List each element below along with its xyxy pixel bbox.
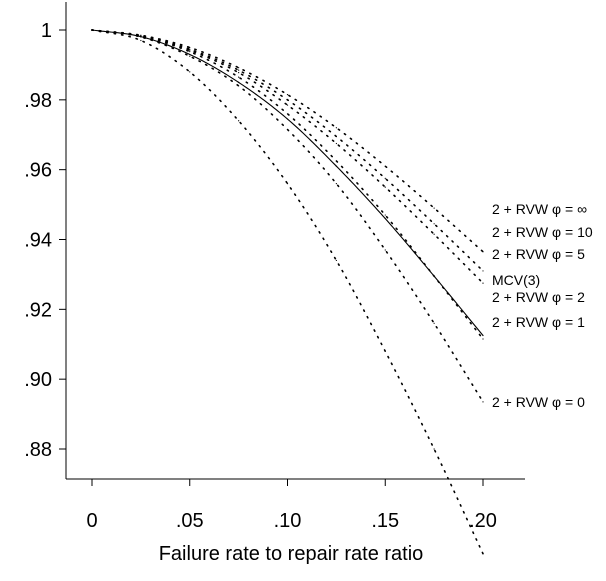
- x-ticks: 0 .05 .10 .15 .20: [86, 479, 497, 532]
- data-point-rvw-phi-1: [140, 36, 142, 38]
- data-point-rvw-phi-5: [335, 142, 337, 145]
- x-tick-label: .15: [371, 510, 399, 532]
- series-label-mcv3: MCV(3): [492, 272, 540, 288]
- series-label-rvw-phi-inf: 2 + RVW φ = ∞: [492, 201, 587, 217]
- data-point-rvw-phi-5: [238, 71, 240, 74]
- data-point-rvw-phi-1: [433, 322, 435, 324]
- data-point-rvw-phi-inf: [384, 165, 386, 167]
- data-point-rvw-phi-5: [384, 186, 386, 188]
- data-point-rvw-phi-1: [286, 128, 289, 131]
- series-line-rvw-phi-inf: [91, 29, 484, 253]
- data-point-rvw-phi-5: [189, 49, 191, 51]
- y-tick-label: .92: [24, 299, 52, 321]
- x-tick-label: .05: [176, 510, 204, 532]
- data-point-rvw-phi-1: [482, 401, 484, 403]
- data-point-rvw-phi-1: [189, 55, 191, 57]
- data-point-rvw-phi-0: [140, 39, 142, 42]
- series-labels: 2 + RVW φ = ∞ 2 + RVW φ = 10 2 + RVW φ = 5…: [492, 201, 593, 410]
- data-point-rvw-phi-0: [433, 448, 435, 450]
- data-point-rvw-phi-0: [91, 29, 93, 31]
- series-line-rvw-phi-1: [91, 29, 484, 403]
- x-tick-label: 0: [86, 510, 97, 532]
- series-label-rvw-phi-1: 2 + RVW φ = 1: [492, 314, 585, 330]
- y-tick-label: .94: [24, 230, 52, 252]
- axes: [65, 2, 525, 480]
- data-point-rvw-phi-0: [238, 120, 240, 122]
- data-point-rvw-phi-inf: [335, 127, 337, 129]
- series-line-rvw-phi-10: [91, 29, 484, 272]
- data-point-rvw-phi-inf: [286, 93, 289, 96]
- data-point-rvw-phi-0: [286, 183, 289, 185]
- data-point-rvw-phi-1: [384, 249, 386, 251]
- data-point-rvw-phi-10: [335, 135, 337, 138]
- data-point-rvw-phi-2: [384, 214, 386, 216]
- data-point-rvw-phi-10: [286, 99, 289, 101]
- data-point-rvw-phi-10: [384, 177, 386, 179]
- data-point-rvw-phi-0: [384, 350, 386, 352]
- x-tick-label: .10: [274, 510, 302, 532]
- data-point-rvw-phi-10: [433, 223, 435, 225]
- data-point-rvw-phi-10: [238, 69, 240, 71]
- data-point-rvw-phi-1: [335, 183, 337, 185]
- data-point-rvw-phi-2: [433, 275, 435, 277]
- x-tick-label: .20: [469, 510, 497, 532]
- data-point-mcv3: [189, 53, 191, 56]
- data-point-rvw-phi-0: [482, 553, 484, 555]
- data-point-rvw-phi-2: [335, 160, 337, 162]
- series-label-rvw-phi-0: 2 + RVW φ = 0: [492, 394, 585, 410]
- data-point-mcv3: [384, 217, 386, 220]
- data-point-rvw-phi-2: [482, 338, 484, 340]
- y-tick-label: .96: [24, 160, 52, 182]
- data-point-rvw-phi-inf: [238, 67, 240, 69]
- y-ticks: 1 .98 .96 .94 .92 .90 .88: [24, 20, 66, 461]
- data-point-mcv3: [238, 81, 240, 83]
- data-point-rvw-phi-inf: [189, 46, 191, 49]
- series-line-rvw-phi-0: [91, 29, 484, 555]
- series-label-rvw-phi-2: 2 + RVW φ = 2: [492, 289, 585, 305]
- x-axis-title: Failure rate to repair rate ratio: [159, 543, 424, 565]
- data-point-rvw-phi-0: [335, 259, 337, 262]
- y-tick-label: 1: [41, 20, 52, 42]
- series: [91, 29, 484, 555]
- data-point-rvw-phi-0: [189, 71, 191, 73]
- series-line-rvw-phi-5: [91, 29, 484, 284]
- data-point-rvw-phi-1: [238, 85, 240, 87]
- y-tick-label: .88: [24, 439, 52, 461]
- y-tick-label: .98: [24, 90, 52, 112]
- data-point-rvw-phi-inf: [482, 251, 484, 253]
- data-point-rvw-phi-5: [482, 282, 484, 284]
- data-point-mcv3: [286, 118, 289, 120]
- data-point-rvw-phi-2: [286, 113, 289, 115]
- data-point-rvw-phi-10: [189, 48, 191, 50]
- data-point-rvw-phi-10: [482, 270, 484, 272]
- data-point-rvw-phi-2: [238, 76, 240, 78]
- series-label-rvw-phi-10: 2 + RVW φ = 10: [492, 224, 593, 240]
- data-point-mcv3: [482, 334, 484, 337]
- series-label-rvw-phi-5: 2 + RVW φ = 5: [492, 246, 585, 262]
- data-point-rvw-phi-2: [189, 51, 191, 53]
- series-line-rvw-phi-2: [91, 29, 484, 340]
- data-point-rvw-phi-5: [433, 233, 435, 235]
- data-point-rvw-phi-inf: [433, 207, 435, 209]
- data-point-rvw-phi-5: [286, 104, 289, 106]
- data-point-mcv3: [335, 165, 337, 167]
- y-tick-label: .90: [24, 369, 52, 391]
